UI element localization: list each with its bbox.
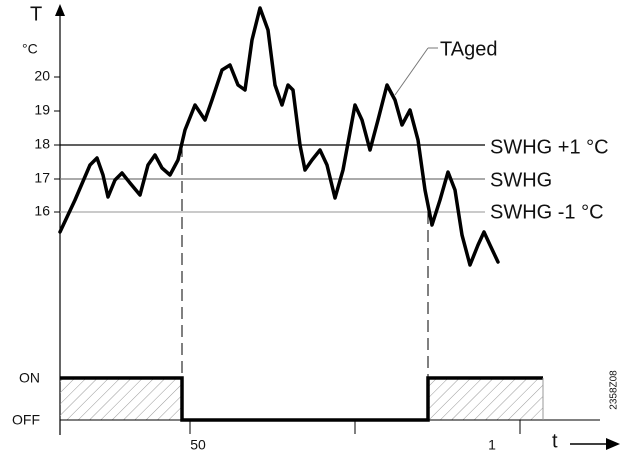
switch-state [60, 376, 543, 422]
axis-unit: °C [22, 41, 38, 57]
on-hatch [428, 378, 543, 420]
curve-label: TAged [440, 38, 497, 60]
on-label: ON [19, 370, 40, 386]
off-label: OFF [12, 412, 40, 428]
label-upper: SWHG +1 °C [490, 136, 609, 158]
label-middle: SWHG [490, 169, 552, 191]
x-tick-label: 50 [190, 437, 206, 453]
label-lower: SWHG -1 °C [490, 201, 604, 223]
figure-code: 2358Z08 [609, 370, 620, 410]
y-tick-label: 18 [34, 136, 50, 152]
y-tick-label: 19 [34, 102, 50, 118]
y-tick-label: 17 [34, 170, 50, 186]
on-hatch [60, 378, 182, 420]
leader-line [394, 47, 429, 96]
x-axis-title: t [552, 430, 558, 452]
y-tick-label: 16 [34, 203, 50, 219]
y-tick-label: 20 [34, 68, 50, 84]
temperature-curve [58, 6, 500, 267]
axis-title: T [30, 3, 42, 25]
y-arrow [55, 4, 65, 16]
time-arrowhead [606, 438, 620, 450]
x-tick-label: 1 [488, 437, 496, 453]
